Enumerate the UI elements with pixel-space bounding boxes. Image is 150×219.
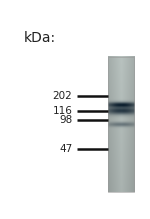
Bar: [108, 57, 134, 192]
Text: 116: 116: [52, 106, 72, 117]
Text: 202: 202: [52, 91, 72, 101]
Text: 98: 98: [59, 115, 72, 125]
Text: kDa:: kDa:: [23, 31, 56, 45]
Text: 47: 47: [59, 144, 72, 154]
